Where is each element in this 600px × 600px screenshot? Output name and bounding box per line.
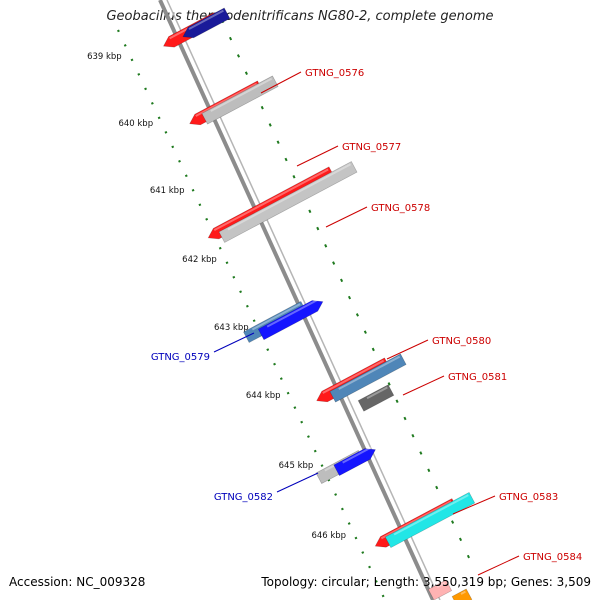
gene-arrow-0575b[interactable] [180,7,231,42]
gene-label-gtng-0582[interactable]: GTNG_0582 [214,492,273,503]
gene-label-gtng-0577[interactable]: GTNG_0577 [342,142,401,153]
genome-summary-text: Topology: circular; Length: 3,550,319 bp… [261,575,591,589]
feature-layer [163,7,476,600]
ruler-tick-label: 640 kbp [118,119,153,129]
gene-leader-line [402,375,445,396]
feature-track-ticks [221,19,471,561]
gene-label-gtng-0584[interactable]: GTNG_0584 [523,552,582,563]
gene-label-gtng-0583[interactable]: GTNG_0583 [499,492,558,503]
gene-arrow-0582[interactable] [333,444,378,477]
ruler-layer: 639 kbp 640 kbp 641 kbp 642 kbp 643 kbp 644 k… [87,29,386,600]
accession-text: Accession: NC_009328 [9,575,146,589]
ruler-tick-label: 642 kbp [182,255,217,265]
ruler-tick-label: 646 kbp [311,531,346,541]
ruler-line [117,29,386,600]
gene-label-gtng-0581[interactable]: GTNG_0581 [448,372,507,383]
genome-backbone [158,0,435,600]
gene-leader-line [276,472,319,493]
gene-leader-line [260,71,302,94]
gene-leader-line [296,145,339,167]
ruler-tick-label: 641 kbp [150,186,185,196]
gene-arrow-0579[interactable] [257,296,325,341]
backbone-layer [158,0,471,600]
gene-label-gtng-0579[interactable]: GTNG_0579 [151,352,210,363]
ruler-tick-label: 644 kbp [246,391,281,401]
ruler-tick-label: 639 kbp [87,52,122,62]
feature-0578-grey[interactable] [218,161,358,243]
feature-0581-dark[interactable] [357,384,395,412]
gene-leader-line [325,206,368,228]
ruler-tick-label: 643 kbp [214,323,249,333]
feature-0584-orange[interactable] [451,588,473,600]
feature-0583-cyan[interactable] [384,491,476,549]
gene-label-gtng-0578[interactable]: GTNG_0578 [371,203,430,214]
feature-0576-grey[interactable] [201,75,279,125]
label-layer: GTNG_0576 GTNG_0577 GTNG_0578 GTNG_0579 GTNG… [151,68,582,576]
gene-leader-line [477,555,520,576]
feature-0581-steel[interactable] [329,353,407,403]
gene-leader-line [386,339,429,360]
gene-leader-line [213,332,255,353]
genome-backbone-edge [166,0,441,600]
ruler-tick-label: 645 kbp [279,461,314,471]
gene-label-gtng-0576[interactable]: GTNG_0576 [305,68,364,79]
gene-label-gtng-0580[interactable]: GTNG_0580 [432,336,491,347]
gene-leader-line [452,495,496,515]
